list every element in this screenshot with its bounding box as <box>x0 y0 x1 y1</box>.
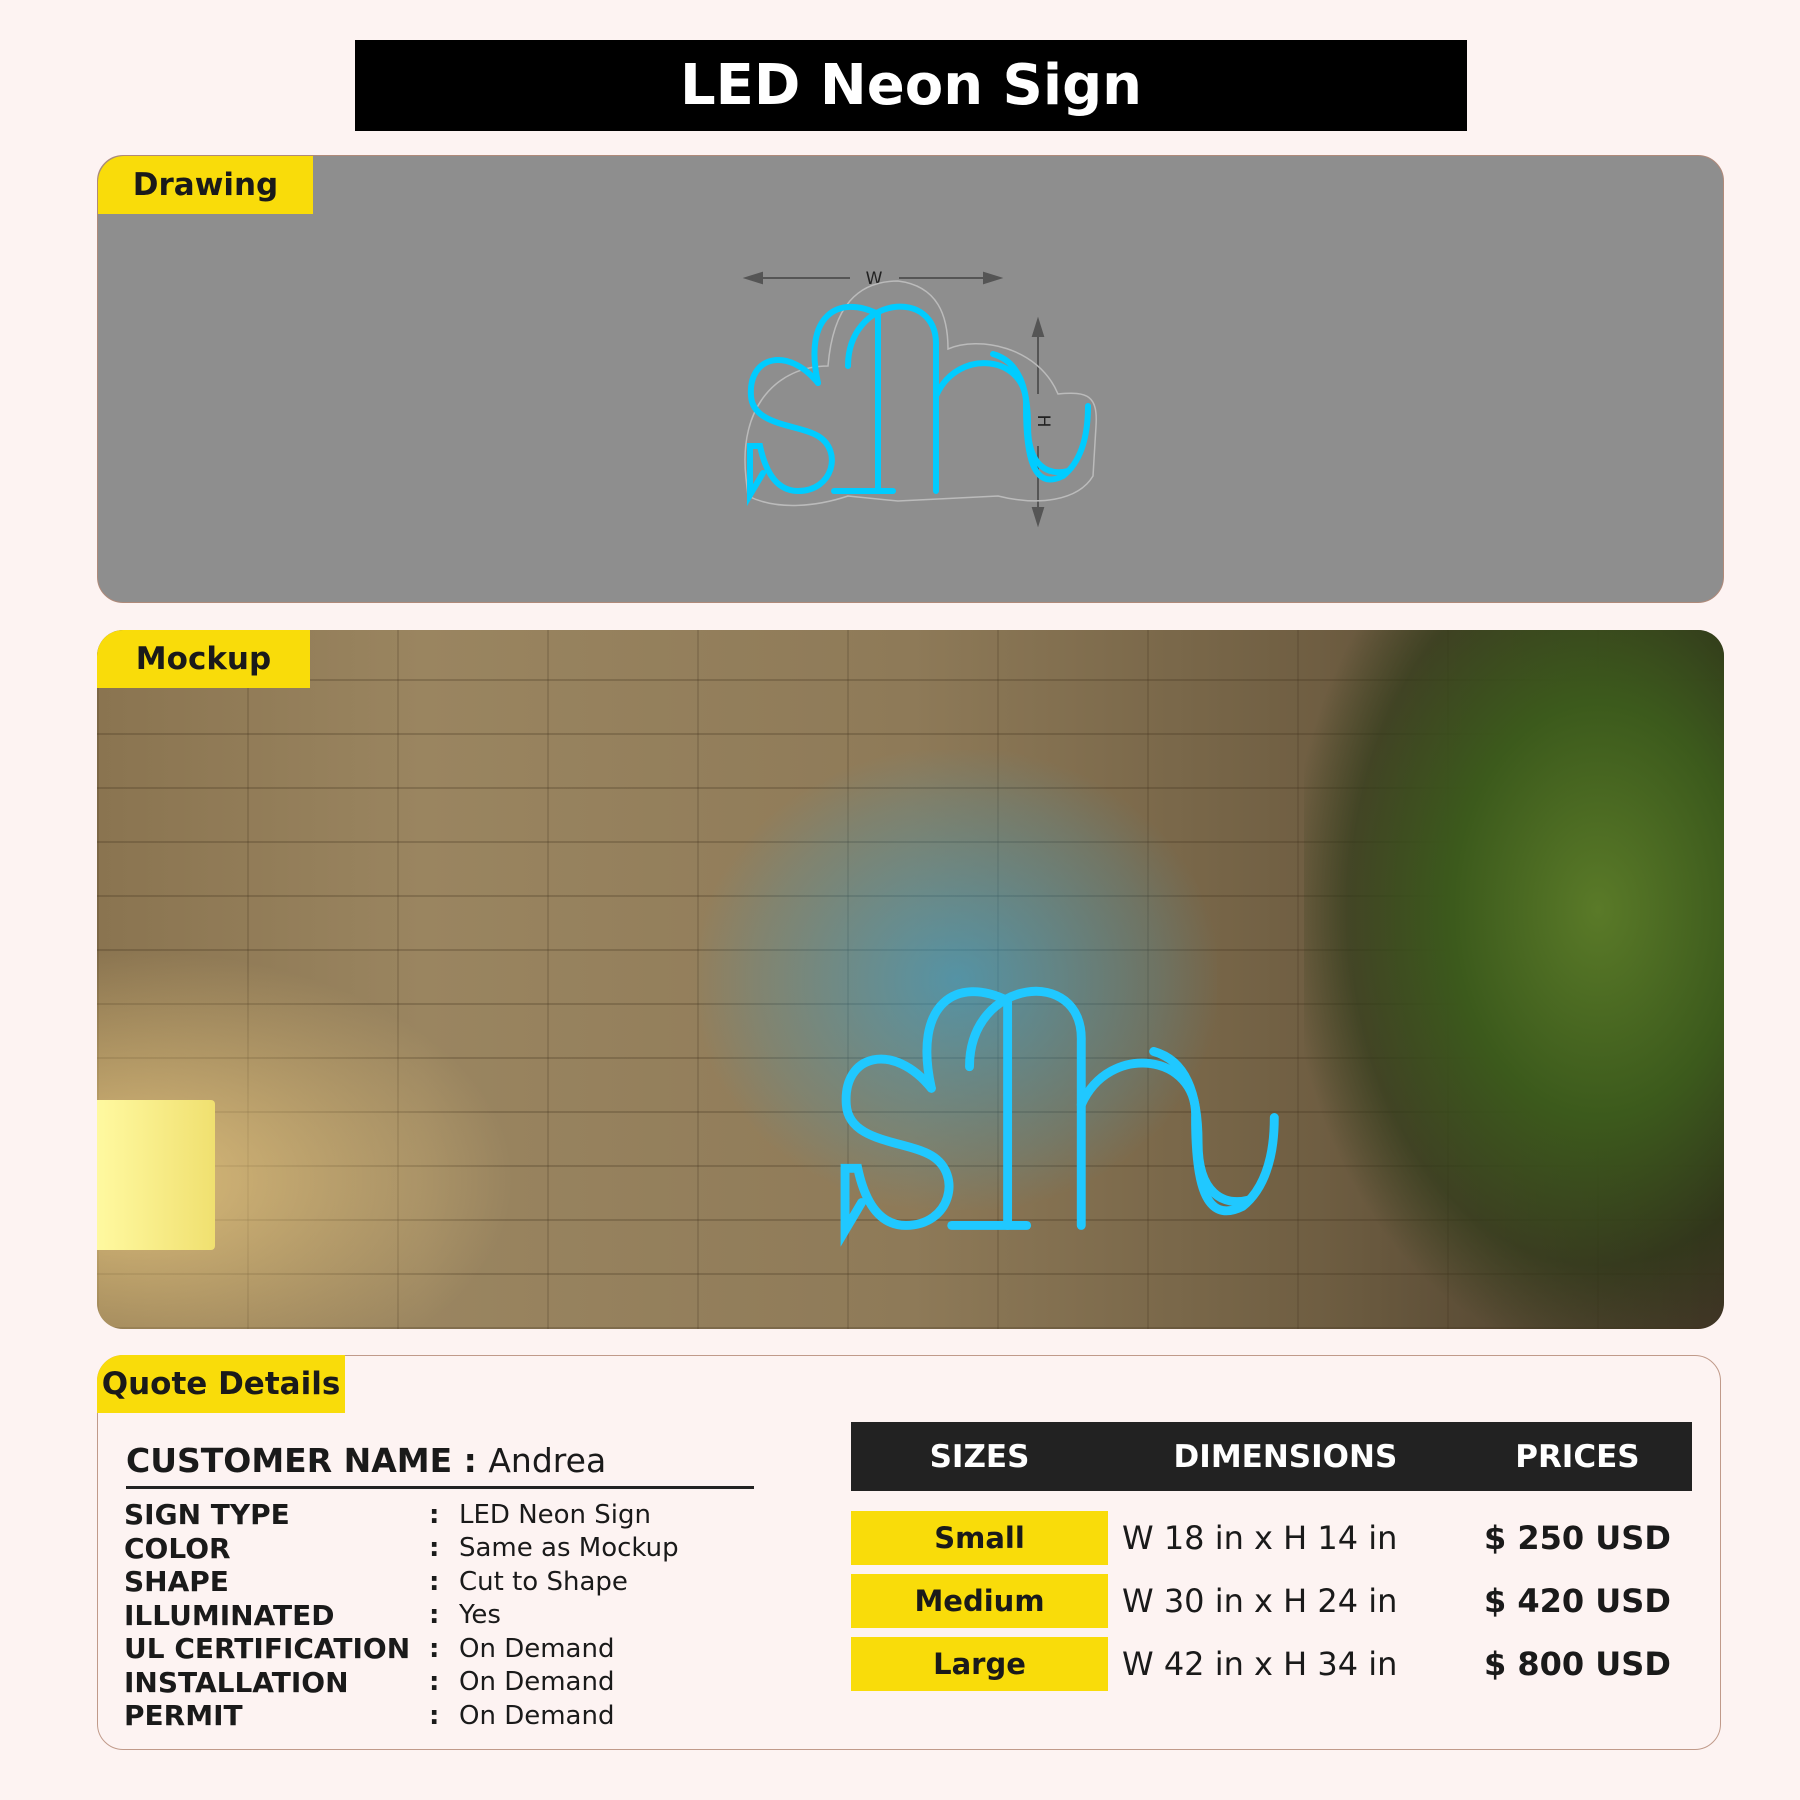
header-prices: PRICES <box>1462 1422 1692 1491</box>
spec-row: COLOR: Same as Mockup <box>124 1531 679 1565</box>
height-label: H <box>1033 415 1053 428</box>
price-table: SIZES DIMENSIONS PRICES Small W 18 in x H 1… <box>851 1422 1692 1691</box>
table-row: Large W 42 in x H 34 in $ 800 USD <box>851 1637 1692 1691</box>
quote-tag: Quote Details <box>97 1355 345 1413</box>
spec-row: SIGN TYPE: LED Neon Sign <box>124 1498 652 1532</box>
width-label: W <box>866 269 883 289</box>
customer-value: Andrea <box>488 1441 607 1480</box>
spec-row: PERMIT: On Demand <box>124 1699 615 1733</box>
header-sizes: SIZES <box>851 1422 1108 1491</box>
page-title: LED Neon Sign <box>355 40 1467 131</box>
plant-image <box>1304 630 1724 1329</box>
lamp-image <box>97 1100 215 1250</box>
customer-label: CUSTOMER NAME : <box>126 1441 477 1480</box>
neon-sign-mockup <box>840 987 1279 1247</box>
drawing-tag: Drawing <box>98 156 313 214</box>
spec-row: ILLUMINATED: Yes <box>124 1598 501 1632</box>
table-row: Small W 18 in x H 14 in $ 250 USD <box>851 1511 1692 1565</box>
neon-sign-drawing: W H <box>742 269 1097 528</box>
table-row: Medium W 30 in x H 24 in $ 420 USD <box>851 1574 1692 1628</box>
mockup-panel: Mockup <box>97 630 1724 1329</box>
quote-details-panel: Quote Details CUSTOMER NAME : Andrea SIG… <box>97 1355 1721 1750</box>
spec-row: UL CERTIFICATION: On Demand <box>124 1632 615 1666</box>
mockup-tag: Mockup <box>97 630 310 688</box>
spec-list: SIGN TYPE: LED Neon Sign COLOR: Same as Mo… <box>124 1498 679 1733</box>
spec-row: INSTALLATION: On Demand <box>124 1665 615 1699</box>
customer-name: CUSTOMER NAME : Andrea <box>126 1441 754 1489</box>
spec-row: SHAPE: Cut to Shape <box>124 1565 628 1599</box>
neon-glow <box>697 750 1217 1210</box>
header-dimensions: DIMENSIONS <box>1108 1422 1463 1491</box>
drawing-panel: Drawing W H <box>97 155 1724 603</box>
